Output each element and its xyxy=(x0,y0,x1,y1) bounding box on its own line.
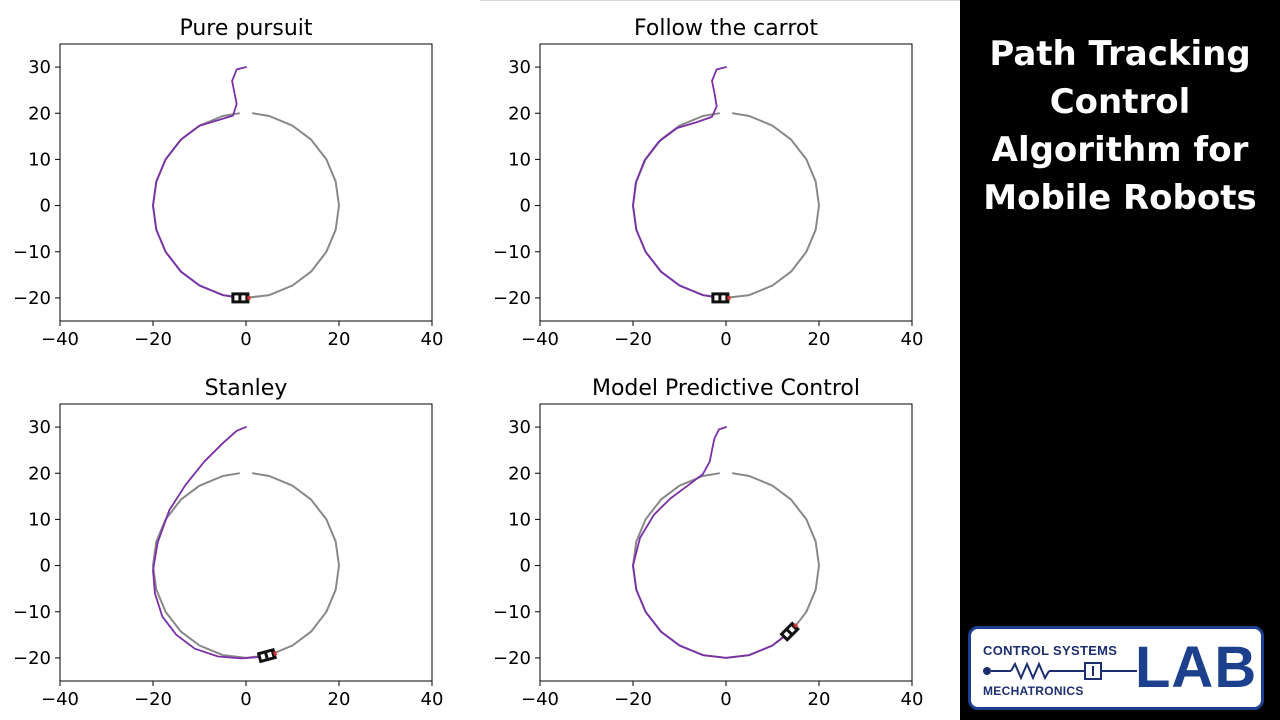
y-tick-label: 20 xyxy=(508,103,531,124)
x-tick-label: −20 xyxy=(134,329,172,350)
robot-wheel xyxy=(783,631,791,638)
robot-icon xyxy=(256,647,278,664)
x-tick-label: −20 xyxy=(614,689,652,710)
y-tick-label: −10 xyxy=(493,602,531,623)
x-tick-label: 40 xyxy=(421,689,444,710)
x-tick-label: −20 xyxy=(614,329,652,350)
x-tick-label: −40 xyxy=(41,689,79,710)
side-title-line: Path Tracking xyxy=(989,34,1251,74)
robot-icon xyxy=(711,292,731,304)
robot-front-marker xyxy=(793,623,799,629)
x-tick-label: −40 xyxy=(521,329,559,350)
plot-frame xyxy=(539,403,913,682)
x-tick-label: 0 xyxy=(240,329,251,350)
x-tick-label: −40 xyxy=(41,329,79,350)
logo-top-text: CONTROL SYSTEMS xyxy=(983,643,1118,658)
y-tick-label: −10 xyxy=(13,602,51,623)
y-tick-label: −10 xyxy=(13,242,51,263)
x-tick-label: 20 xyxy=(328,329,351,350)
y-tick-label: 20 xyxy=(28,103,51,124)
y-tick-label: −20 xyxy=(13,648,51,669)
y-tick-label: 10 xyxy=(28,509,51,530)
robot-icon xyxy=(231,292,251,304)
x-tick-label: 20 xyxy=(808,689,831,710)
robot-body xyxy=(231,292,250,304)
x-tick-label: 0 xyxy=(720,689,731,710)
y-tick-label: 10 xyxy=(508,149,531,170)
chart-3: Model Predictive Control −40 −20 0 20 40 −20 −1… xyxy=(493,376,923,710)
robot-wheel xyxy=(267,651,273,658)
side-panel: Path Tracking Control Algorithm for Mobi… xyxy=(960,0,1280,720)
y-tick-label: 10 xyxy=(28,149,51,170)
logo-bottom-text: MECHATRONICS xyxy=(983,684,1084,698)
y-tick-label: 30 xyxy=(508,57,531,78)
robot-wheel xyxy=(721,295,726,301)
y-tick-label: 0 xyxy=(520,556,531,577)
plot-frame xyxy=(539,43,913,322)
plot-frame xyxy=(59,403,433,682)
chart-grid: Pure pursuit−40 −20 0 20 40−20−100102030Foll… xyxy=(13,16,923,710)
side-title-line: Control xyxy=(1049,82,1191,122)
robot-wheel xyxy=(260,653,266,660)
y-tick-label: −10 xyxy=(493,242,531,263)
logo-lab-text: LAB xyxy=(1135,635,1258,700)
robot-body xyxy=(711,292,730,304)
x-tick-label: 40 xyxy=(421,329,444,350)
y-tick-label: 30 xyxy=(508,417,531,438)
robot-path-line xyxy=(632,66,727,299)
robot-front-marker xyxy=(273,651,278,656)
chart-0: Pure pursuit −40 −20 0 20 40 −20 −10 0 10 20 30 xyxy=(13,16,443,350)
x-tick-label: 40 xyxy=(901,689,924,710)
chart-title: Pure pursuit xyxy=(179,16,312,41)
x-tick-label: 40 xyxy=(901,329,924,350)
robot-path-line xyxy=(632,426,790,659)
robot-wheel xyxy=(788,626,796,633)
x-tick-label: 20 xyxy=(808,329,831,350)
robot-wheel xyxy=(234,295,239,301)
y-tick-label: −20 xyxy=(493,648,531,669)
top-divider xyxy=(480,0,960,1)
y-tick-label: 20 xyxy=(508,463,531,484)
x-tick-label: 20 xyxy=(328,689,351,710)
x-tick-label: 0 xyxy=(720,329,731,350)
chart-title: Stanley xyxy=(205,376,288,401)
chart-1: Follow the carrot −40 −20 0 20 40 −20 −10 0 10 20 3… xyxy=(493,16,923,350)
y-tick-label: 0 xyxy=(40,196,51,217)
y-tick-label: 10 xyxy=(508,509,531,530)
plot-frame xyxy=(59,43,433,322)
x-tick-label: 0 xyxy=(240,689,251,710)
robot-path-line xyxy=(152,426,271,660)
chart-title: Model Predictive Control xyxy=(592,376,860,401)
side-title-line: Algorithm for xyxy=(991,130,1249,170)
robot-path-line xyxy=(152,66,247,299)
circuit-icon xyxy=(983,661,1137,681)
robot-icon xyxy=(779,621,800,642)
y-tick-label: 20 xyxy=(28,463,51,484)
side-title: Path Tracking Control Algorithm for Mobi… xyxy=(960,30,1280,222)
y-tick-label: 30 xyxy=(28,417,51,438)
y-tick-label: 0 xyxy=(40,556,51,577)
robot-wheel xyxy=(714,295,719,301)
y-tick-label: 0 xyxy=(520,196,531,217)
robot-wheel xyxy=(241,295,246,301)
side-title-line: Mobile Robots xyxy=(983,178,1257,218)
x-tick-label: −40 xyxy=(521,689,559,710)
y-tick-label: −20 xyxy=(493,288,531,309)
lab-logo: CONTROL SYSTEMS MECHATRONICS LAB xyxy=(968,626,1264,710)
chart-2: Stanley −40 −20 0 20 40 −20 −10 0 10 20 30 xyxy=(13,376,443,710)
y-tick-label: 30 xyxy=(28,57,51,78)
x-tick-label: −20 xyxy=(134,689,172,710)
y-tick-label: −20 xyxy=(13,288,51,309)
robot-front-marker xyxy=(727,295,731,300)
robot-front-marker xyxy=(247,295,251,300)
chart-title: Follow the carrot xyxy=(634,16,818,41)
